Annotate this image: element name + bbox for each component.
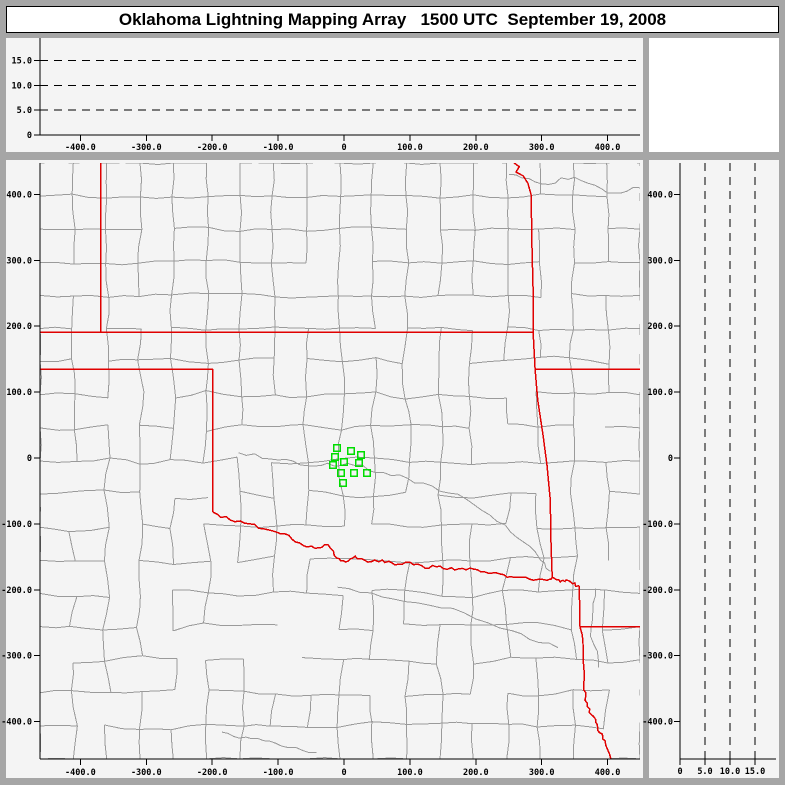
svg-text:0: 0 [668, 454, 673, 464]
svg-text:-400.0: -400.0 [642, 718, 673, 728]
lma-station-marker [346, 446, 356, 456]
svg-text:0: 0 [341, 143, 346, 153]
lma-station-marker [336, 468, 346, 478]
altitude-east-west-chart[interactable]: 0 5.0 10.0 15.0 -400.0 -300.0 -200.0 -100.0 0 100… [6, 38, 643, 153]
top-x-ticks: -400.0 -300.0 -200.0 -100.0 0 100.0 200.0 300.0… [65, 135, 620, 153]
svg-text:400.0: 400.0 [647, 190, 673, 200]
right-x-ticks: 0 5.0 10.0 15.0 [677, 759, 765, 777]
svg-text:-200.0: -200.0 [1, 586, 32, 596]
panel-altitude-histogram-empty [649, 38, 779, 152]
lma-station-marker [339, 457, 349, 467]
map-y-ticks: 400.0 300.0 200.0 100.0 0 -100.0 -200.0 -300.0 -… [1, 190, 40, 728]
svg-text:15.0: 15.0 [12, 57, 32, 67]
map-axes [39, 163, 640, 760]
lma-station-marker [362, 468, 372, 478]
svg-text:-400.0: -400.0 [65, 768, 96, 778]
svg-text:200.0: 200.0 [647, 322, 673, 332]
plan-view-map-chart[interactable]: 400.0300.0200.0100.00-100.0-200.0-300.0-… [1, 160, 643, 778]
svg-text:0: 0 [27, 131, 32, 141]
svg-text:-300.0: -300.0 [131, 768, 162, 778]
svg-text:-100.0: -100.0 [263, 143, 294, 153]
lma-stations [328, 443, 372, 488]
svg-text:0: 0 [677, 767, 682, 777]
svg-text:0: 0 [341, 768, 346, 778]
svg-text:-100.0: -100.0 [1, 520, 32, 530]
top-y-ticks: 0 5.0 10.0 15.0 [12, 57, 40, 141]
lma-station-marker [328, 460, 338, 470]
svg-text:-300.0: -300.0 [642, 652, 673, 662]
map-content [40, 163, 640, 759]
svg-text:15.0: 15.0 [745, 767, 765, 777]
top-axes [39, 38, 640, 136]
svg-text:400.0: 400.0 [6, 190, 32, 200]
right-axes [679, 163, 776, 760]
svg-text:100.0: 100.0 [397, 768, 423, 778]
svg-text:100.0: 100.0 [6, 388, 32, 398]
state-borders [40, 163, 640, 759]
panel-altitude-vs-north-south: 400.0 300.0 200.0 100.0 0 -100.0 -200.0 -300.0 -… [642, 160, 779, 778]
svg-text:-400.0: -400.0 [1, 718, 32, 728]
svg-text:10.0: 10.0 [720, 767, 740, 777]
svg-text:0: 0 [27, 454, 32, 464]
svg-text:400.0: 400.0 [595, 143, 621, 153]
svg-text:-300.0: -300.0 [1, 652, 32, 662]
svg-text:-200.0: -200.0 [197, 768, 228, 778]
svg-text:-100.0: -100.0 [263, 768, 294, 778]
lma-station-marker [356, 450, 366, 460]
panel-altitude-vs-east-west: 0 5.0 10.0 15.0 -400.0 -300.0 -200.0 -100.0 0 100… [6, 38, 643, 153]
svg-text:300.0: 300.0 [6, 256, 32, 266]
svg-text:10.0: 10.0 [12, 81, 32, 91]
river-lines [221, 174, 640, 754]
svg-text:200.0: 200.0 [463, 143, 489, 153]
svg-text:100.0: 100.0 [397, 143, 423, 153]
svg-text:5.0: 5.0 [17, 106, 32, 116]
window-title: Oklahoma Lightning Mapping Array 1500 UT… [6, 6, 779, 33]
svg-text:-400.0: -400.0 [65, 143, 96, 153]
svg-text:5.0: 5.0 [697, 767, 712, 777]
lma-station-marker [338, 478, 348, 488]
lma-station-marker [354, 458, 364, 468]
right-y-ticks: 400.0 300.0 200.0 100.0 0 -100.0 -200.0 -300.0 -… [642, 190, 680, 728]
svg-text:-200.0: -200.0 [642, 586, 673, 596]
lma-station-marker [332, 443, 342, 453]
altitude-ew-plot [40, 60, 640, 111]
panel-plan-view-map: 400.0 300.0 200.0 100.0 0 -100.0 -200.0 -300.0-… [1, 160, 643, 778]
lma-station-marker [330, 452, 340, 462]
svg-text:400.0: 400.0 [595, 768, 621, 778]
svg-text:100.0: 100.0 [647, 388, 673, 398]
svg-text:300.0: 300.0 [647, 256, 673, 266]
lma-station-marker [349, 468, 359, 478]
map-x-ticks: -400.0 -300.0 -200.0 -100.0 0 100.0 200.0 300.0… [65, 759, 620, 778]
svg-text:-200.0: -200.0 [197, 143, 228, 153]
svg-text:200.0: 200.0 [6, 322, 32, 332]
altitude-ns-plot [704, 163, 756, 759]
svg-text:200.0: 200.0 [463, 768, 489, 778]
svg-text:-300.0: -300.0 [131, 143, 162, 153]
svg-text:300.0: 300.0 [529, 768, 555, 778]
altitude-north-south-chart[interactable]: 400.0 300.0 200.0 100.0 0 -100.0 -200.0 -300.0 -… [642, 160, 779, 778]
svg-text:-100.0: -100.0 [642, 520, 673, 530]
svg-text:300.0: 300.0 [529, 143, 555, 153]
